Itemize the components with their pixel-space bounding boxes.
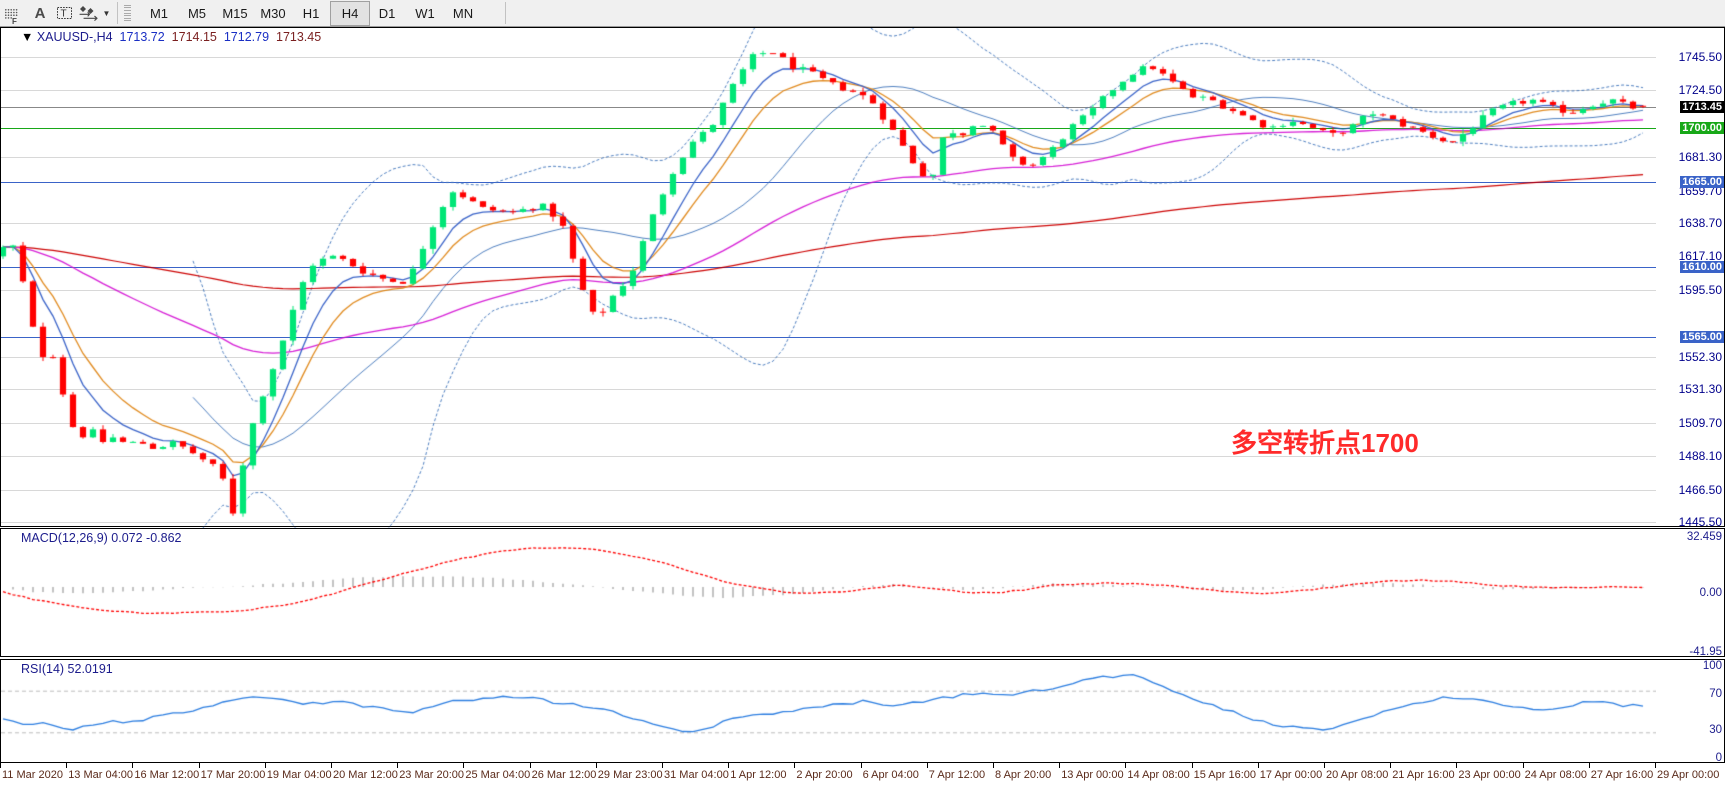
svg-text:T: T: [60, 8, 66, 19]
